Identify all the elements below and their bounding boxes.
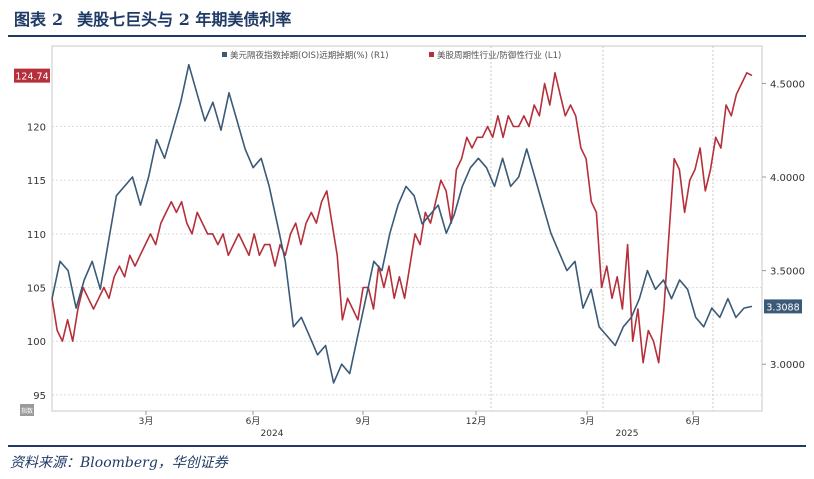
left-tick-label: 105 xyxy=(27,284,46,295)
series-line-cyclical-defensive xyxy=(51,72,753,364)
series-line-ois-forward xyxy=(51,63,753,384)
legend-label: 美股周期性行业/防御性行业 (L1) xyxy=(437,50,561,61)
legend-label: 美元隔夜指数掉期(OIS)远期掉期(%) (R1) xyxy=(230,50,389,61)
left-value-badge-box xyxy=(14,68,50,83)
figure-title: 图表 2 美股七巨头与 2 年期美债利率 xyxy=(14,6,291,30)
left-value-badge: 124.74 xyxy=(15,72,48,83)
x-tick-label: 6月 xyxy=(686,416,701,427)
left-tick-label: 100 xyxy=(27,337,46,348)
x-year-label: 2025 xyxy=(616,429,639,439)
right-value-badge-box xyxy=(764,299,802,314)
right-tick-label: 3.5000 xyxy=(770,267,805,278)
left-tick-label: 95 xyxy=(33,391,46,402)
chart-frame-group xyxy=(51,45,763,412)
corner-label-box xyxy=(20,404,34,416)
left-tick-label: 110 xyxy=(27,230,46,241)
right-value-badge: 3.3088 xyxy=(766,302,799,313)
x-tick-label: 9月 xyxy=(356,416,371,427)
plot-area xyxy=(51,45,763,412)
x-year-label: 2024 xyxy=(261,429,284,439)
title-rule xyxy=(8,35,806,37)
axis-badges: 124.74 3.3088 xyxy=(14,68,802,314)
figure-title-text: 美股七巨头与 2 年期美债利率 xyxy=(77,10,292,29)
legend-swatch xyxy=(429,52,434,57)
figure-title-number: 2 xyxy=(52,10,64,29)
source-note: 资料来源：Bloomberg，华创证券 xyxy=(10,455,228,471)
gridlines xyxy=(51,46,762,411)
legend-swatch xyxy=(222,52,227,57)
right-tick-label: 4.0000 xyxy=(770,173,805,184)
corner-label: 指数 xyxy=(21,407,33,415)
right-tick-label: 3.0000 xyxy=(770,360,805,371)
right-tick-label: 4.5000 xyxy=(770,79,805,90)
left-tick-label: 120 xyxy=(27,123,46,134)
series-lines xyxy=(51,63,753,384)
right-axis: 3.0000 3.5000 4.0000 4.5000 xyxy=(762,79,805,371)
source-rule xyxy=(8,445,806,447)
figure-title-label: 图表 xyxy=(14,10,47,29)
x-tick-label: 6月 xyxy=(246,416,261,427)
legend: 美元隔夜指数掉期(OIS)远期掉期(%) (R1) 美股周期性行业/防御性行业 (… xyxy=(222,50,561,61)
left-tick-label: 115 xyxy=(27,176,46,187)
x-tick-label: 3月 xyxy=(139,416,154,427)
x-tick-label: 12月 xyxy=(466,416,486,427)
x-tick-label: 3月 xyxy=(580,416,595,427)
left-axis: 95 100 105 110 115 120 指数 xyxy=(20,123,46,416)
